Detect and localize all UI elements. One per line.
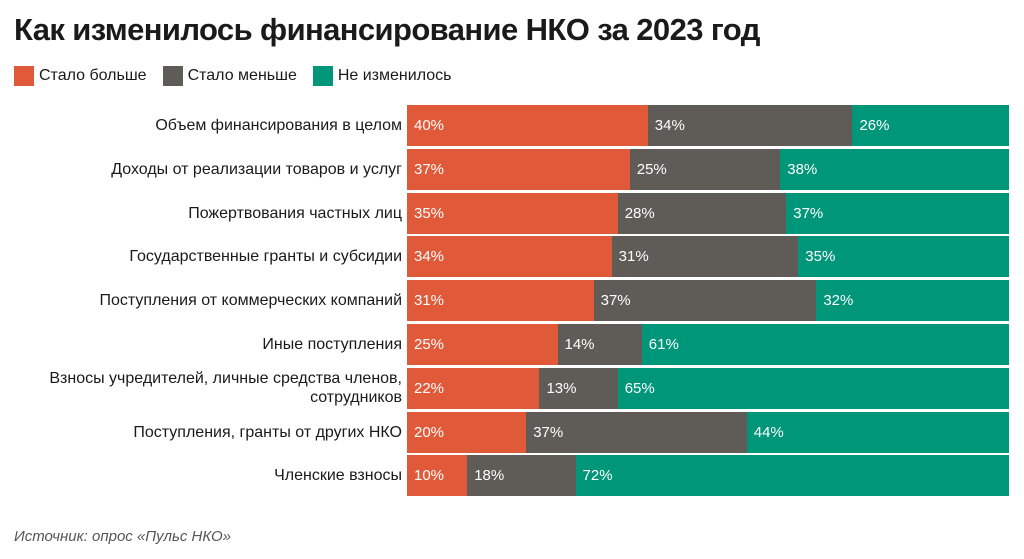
source-note: Источник: опрос «Пульс НКО» [14,528,232,545]
bar-segment-less: 13% [539,367,618,409]
legend-swatch-less [162,66,183,86]
bar-segment-more: 34% [407,236,612,278]
category-label: Иные поступления [262,336,402,353]
data-label: 10% [414,467,445,485]
category-label: Поступления, гранты от других НКО [133,423,402,441]
bar-row: Объем финансирования в целом 40% 34% 26% [0,105,1024,146]
data-label: 34% [654,117,685,134]
legend-item-less: Стало меньше [162,66,297,86]
bar-segment-less: 37% [526,411,747,453]
bar-segment-unchanged: 72% [575,455,1009,497]
bar-segment-unchanged: 38% [780,148,1009,190]
stacked-bar: 37% 25% 38% [407,148,1009,190]
data-label: 18% [474,467,505,485]
bar-segment-unchanged: 37% [786,192,1009,234]
bar-segment-unchanged: 44% [746,411,1009,453]
legend-item-unchanged: Не изменилось [312,66,452,86]
bar-segment-unchanged: 35% [798,236,1009,278]
category-label: Объем финансирования в целом [155,117,402,134]
bar-segment-unchanged: 61% [641,324,1009,365]
data-label: 20% [414,423,445,441]
category-label: Пожертвования частных лиц [188,204,402,222]
legend: Стало больше Стало меньше Не изменилось [14,66,467,86]
data-label: 31% [414,292,445,310]
data-label: 25% [636,160,667,178]
bar-segment-less: 31% [611,236,799,278]
bar-row: Доходы от реализации товаров и услуг 37% 2… [0,148,1024,190]
data-label: 37% [600,292,631,310]
bar-segment-less: 28% [617,192,787,234]
data-label: 72% [582,467,613,485]
stacked-bar: 25% 14% 61% [407,324,1009,365]
bar-segment-less: 18% [467,455,576,497]
data-label: 25% [414,336,445,353]
data-label: 37% [793,204,824,222]
data-label: 37% [414,160,445,178]
data-label: 40% [414,117,445,134]
bar-row: Пожертвования частных лиц 35% 28% 37% [0,192,1024,234]
stacked-bar-chart: Объем финансирования в целом 40% 34% 26% Дох… [0,105,1024,505]
data-label: 35% [805,248,836,266]
bar-segment-less: 37% [593,280,817,322]
bar-segment-unchanged: 26% [852,105,1009,146]
data-label: 13% [546,379,577,397]
bar-segment-less: 14% [557,324,642,365]
category-label: Государственные гранты и субсидии [129,248,402,266]
bar-segment-more: 31% [407,280,594,322]
data-label: 61% [648,336,679,353]
bar-row: Иные поступления 25% 14% 61% [0,324,1024,365]
bar-segment-more: 20% [407,411,527,453]
category-label: Поступления от коммерческих компаний [99,292,403,310]
stacked-bar: 10% 18% 72% [407,455,1009,497]
data-label: 44% [753,423,784,441]
data-label: 26% [859,117,890,134]
bar-segment-more: 37% [407,148,630,190]
legend-label-less: Стало меньше [187,67,297,84]
data-label: 38% [787,160,818,178]
data-label: 22% [414,379,445,397]
data-label: 35% [414,204,445,222]
legend-item-more: Стало больше [14,66,147,86]
bar-row: Членские взносы 10% 18% 72% [0,455,1024,497]
bar-segment-more: 35% [407,192,618,234]
data-label: 65% [624,379,655,397]
bar-segment-less: 25% [629,148,781,190]
bar-segment-more: 22% [407,367,540,409]
stacked-bar: 31% 37% 32% [407,280,1009,322]
bar-segment-less: 34% [647,105,853,146]
bar-row: Поступления, гранты от других НКО 20% 37% 4… [0,411,1024,453]
bar-segment-unchanged: 32% [816,280,1009,322]
chart-title: Как изменилось финансирование НКО за 202… [14,12,760,47]
data-label: 37% [533,423,564,441]
bar-row: Взносы учредителей, личные средства член… [0,367,1024,409]
category-label: Доходы от реализации товаров и услуг [111,160,402,178]
data-label: 31% [618,248,649,266]
legend-swatch-more [14,66,34,86]
legend-label-unchanged: Не изменилось [337,67,452,84]
bar-segment-more: 40% [407,105,648,146]
stacked-bar: 40% 34% 26% [407,105,1009,146]
legend-swatch-unchanged [312,66,333,86]
legend-label-more: Стало больше [39,67,147,84]
stacked-bar: 20% 37% 44% [407,411,1009,453]
category-label: Взносы учредителей, личные средства член… [49,370,402,407]
bar-segment-more: 10% [407,455,468,497]
data-label: 32% [823,292,854,310]
data-label: 28% [624,204,655,222]
bar-segment-more: 25% [407,324,558,365]
stacked-bar: 35% 28% 37% [407,192,1009,234]
stacked-bar: 22% 13% 65% [407,367,1009,409]
data-label: 14% [564,336,595,353]
bar-row: Государственные гранты и субсидии 34% 31% 3… [0,236,1024,278]
bar-row: Поступления от коммерческих компаний 31% 3… [0,280,1024,322]
stacked-bar: 34% 31% 35% [407,236,1009,278]
category-label: Членские взносы [274,467,402,485]
data-label: 34% [414,248,445,266]
bar-segment-unchanged: 65% [617,367,1009,409]
